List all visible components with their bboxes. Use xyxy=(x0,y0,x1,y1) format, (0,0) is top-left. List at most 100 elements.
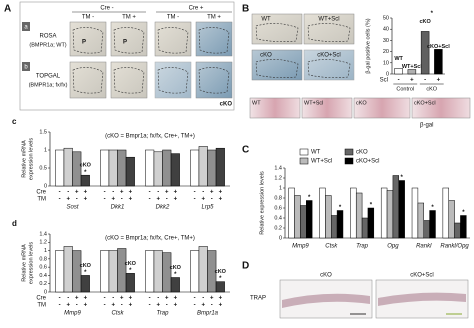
x-tick-label: Dkk2 xyxy=(156,205,170,211)
tissue xyxy=(378,292,466,306)
legend-label: WT xyxy=(311,150,321,156)
image-label: P xyxy=(82,40,86,46)
significance: * xyxy=(431,205,434,211)
bar xyxy=(407,69,417,75)
condition-sign: - xyxy=(194,303,196,309)
header: TM - xyxy=(82,15,94,21)
bar xyxy=(411,187,419,239)
condition-label: Cre xyxy=(36,296,46,302)
outline xyxy=(307,59,351,78)
condition-sign: - xyxy=(67,296,69,302)
header: Cre + xyxy=(189,6,204,12)
condition-sign: - xyxy=(59,296,61,302)
condition-sign: - xyxy=(202,190,204,196)
y-axis-label: Relative mRNA xyxy=(21,244,27,282)
x-tick-label: Ctsk xyxy=(112,311,125,317)
image xyxy=(251,49,303,81)
significance: * xyxy=(84,170,87,176)
condition-sign: + xyxy=(84,190,88,196)
y-tick-label: 20 xyxy=(383,49,389,55)
y-tick-label: 40 xyxy=(383,27,389,33)
significance: * xyxy=(370,203,373,209)
y-tick-label: 10 xyxy=(383,60,389,66)
panel-label: D xyxy=(242,261,249,272)
row-title: (BMPR1a; fx/fx) xyxy=(29,82,68,88)
panel-label: C xyxy=(242,145,249,156)
bar xyxy=(215,281,225,293)
condition-sign: - xyxy=(104,197,106,203)
y-tick-label: 0.6 xyxy=(274,205,282,211)
condition-label: Cre xyxy=(36,190,46,196)
bar xyxy=(108,250,118,293)
y-tick-label: 0 xyxy=(386,71,389,77)
tissue xyxy=(282,293,370,308)
condition-sign: + xyxy=(66,197,70,203)
bar xyxy=(170,153,180,187)
bar xyxy=(207,149,217,187)
bar xyxy=(162,149,172,187)
condition-sign: + xyxy=(120,190,124,196)
condition-sign: - xyxy=(104,303,106,309)
condition-sign: - xyxy=(149,303,151,309)
condition-sign: + xyxy=(75,296,79,302)
x-tick-label: Trap xyxy=(356,244,369,250)
x-tick-label: + xyxy=(437,78,441,84)
bar xyxy=(215,147,225,187)
bar xyxy=(448,200,455,239)
panel-label: c xyxy=(12,117,17,126)
bar xyxy=(350,187,357,239)
bar-label: cKO xyxy=(125,261,137,267)
bar xyxy=(336,210,344,239)
panel-label: d xyxy=(12,219,17,228)
image-row xyxy=(69,61,233,99)
bar xyxy=(331,215,338,239)
condition-sign: + xyxy=(111,303,115,309)
condition-sign: + xyxy=(219,190,223,196)
bar xyxy=(417,202,424,239)
condition-sign: - xyxy=(202,296,204,302)
y-tick-label: 0 xyxy=(44,183,47,189)
subtitle: (cKO = Bmpr1a; fx/fx, Cre+, TM+) xyxy=(105,236,195,242)
bar xyxy=(108,149,118,187)
image xyxy=(249,97,301,119)
bar xyxy=(125,156,135,187)
caption: β-gal xyxy=(420,123,433,129)
bar xyxy=(434,49,443,75)
condition-sign: + xyxy=(219,296,223,302)
y-tick-label: 0.8 xyxy=(274,195,282,201)
condition-sign: + xyxy=(174,190,178,196)
y-axis-label: β-gal positive cells (%) xyxy=(365,18,371,73)
bar-label: cKO xyxy=(80,263,92,269)
image xyxy=(195,61,233,99)
image xyxy=(301,97,353,119)
y-tick-label: 0.4 xyxy=(274,215,282,221)
condition-sign: - xyxy=(211,303,213,309)
legend-swatch xyxy=(299,157,309,165)
bar xyxy=(153,250,163,293)
bar xyxy=(72,250,82,293)
condition-sign: - xyxy=(76,197,78,203)
significance: * xyxy=(339,205,342,211)
condition-sign: - xyxy=(166,197,168,203)
y-axis-label: Relative mRNA xyxy=(21,140,27,178)
image xyxy=(154,61,192,99)
column-label: cKO+Scl xyxy=(410,273,434,279)
legend-swatch xyxy=(344,157,354,165)
bar xyxy=(63,147,73,187)
image-label: WT+Scl xyxy=(318,17,339,23)
image xyxy=(303,13,355,45)
bar xyxy=(72,151,82,187)
bar-label: cKO+Scl xyxy=(427,44,450,50)
bar xyxy=(394,68,403,75)
condition-sign: + xyxy=(120,296,124,302)
y-tick-label: 0.8 xyxy=(39,256,47,262)
bar xyxy=(367,207,375,239)
y-tick-label: 0 xyxy=(44,289,47,295)
image xyxy=(303,49,355,81)
bar xyxy=(306,200,313,239)
bar-label: cKO xyxy=(170,265,182,271)
bar xyxy=(55,250,65,293)
x-tick-label: Mmp9 xyxy=(64,311,81,317)
condition-sign: + xyxy=(111,197,115,203)
condition-sign: + xyxy=(156,303,160,309)
